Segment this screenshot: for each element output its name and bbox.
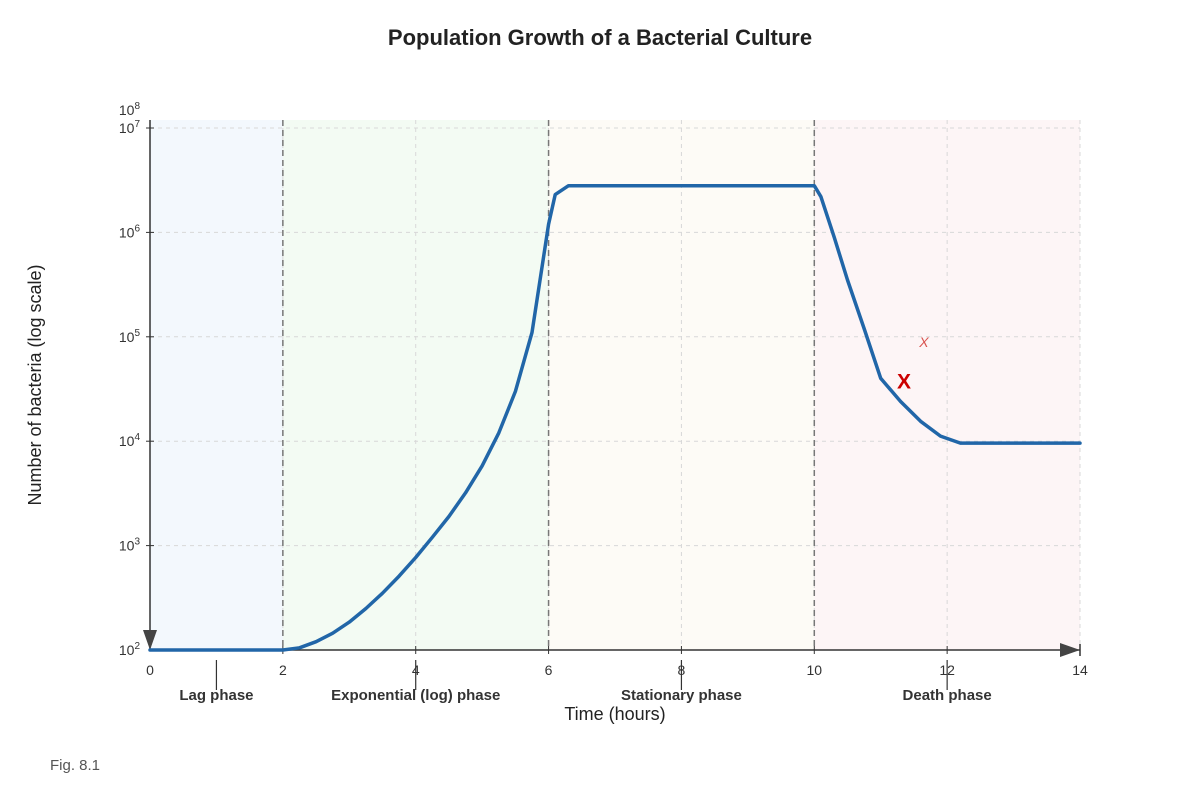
phase-band-0 bbox=[150, 120, 283, 650]
y-tick-label: 103 bbox=[119, 537, 141, 554]
phase-label: Exponential (log) phase bbox=[331, 687, 500, 704]
x-tick-label: 14 bbox=[1072, 662, 1088, 678]
phase-label: Death phase bbox=[903, 687, 992, 704]
y-axis-arrow bbox=[143, 630, 157, 650]
x-axis-title: Time (hours) bbox=[564, 704, 665, 724]
growth-curve bbox=[148, 183, 1082, 652]
phase-label: Lag phase bbox=[179, 687, 253, 704]
y-tick-label: 104 bbox=[119, 432, 141, 449]
x-tick-label: 2 bbox=[279, 662, 287, 678]
annotation-marker: X bbox=[918, 334, 929, 350]
y-tick-label: 107 bbox=[119, 119, 141, 136]
annotation-marker: X bbox=[897, 370, 911, 393]
phase-label: Stationary phase bbox=[621, 687, 742, 704]
x-tick-label: 0 bbox=[146, 662, 154, 678]
phase-boundaries bbox=[282, 120, 816, 650]
annotations: XX bbox=[897, 334, 929, 394]
x-tick-label: 6 bbox=[545, 662, 553, 678]
y-axis-title: Number of bacteria (log scale) bbox=[25, 264, 45, 505]
chart-title: Population Growth of a Bacterial Culture bbox=[388, 25, 812, 50]
x-tick-label: 4 bbox=[412, 662, 420, 678]
y-tick-label: 106 bbox=[119, 223, 141, 240]
x-tick-label: 8 bbox=[678, 662, 686, 678]
x-axis-arrow bbox=[1060, 643, 1080, 657]
phase-labels: Lag phase Exponential (log) phase Stationa… bbox=[179, 687, 991, 704]
axes bbox=[143, 120, 1081, 690]
series bbox=[148, 183, 1082, 652]
x-tick-label: 10 bbox=[806, 662, 822, 678]
phase-bands bbox=[150, 120, 1080, 650]
x-tick-label: 12 bbox=[939, 662, 955, 678]
y-top-label: 108 bbox=[119, 101, 141, 118]
y-tick-label: 105 bbox=[119, 328, 141, 345]
y-tick-label: 102 bbox=[119, 641, 141, 658]
figure-label: Fig. 8.1 bbox=[50, 757, 100, 774]
